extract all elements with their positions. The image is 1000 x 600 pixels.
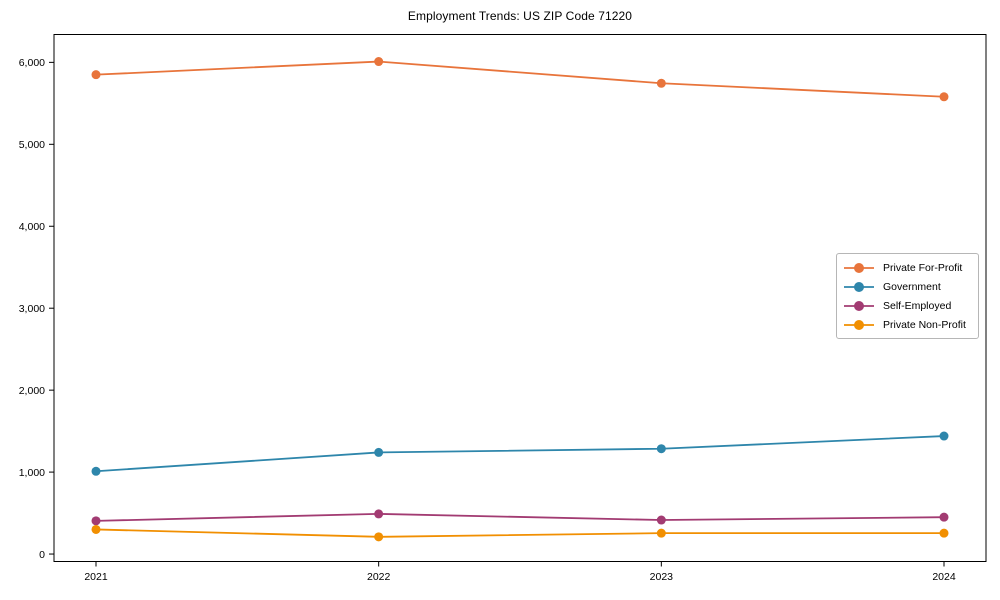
y-tick-label: 0	[39, 549, 45, 561]
data-point-self-employed	[374, 509, 384, 519]
data-point-private-non-profit	[939, 528, 949, 538]
legend-marker-icon	[844, 262, 874, 273]
x-tick-label: 2024	[932, 571, 956, 583]
legend: Private For-Profit Government Self-Employe…	[836, 253, 979, 339]
legend-item-self-employed: Self-Employed	[843, 296, 972, 315]
data-point-government	[91, 466, 101, 476]
data-point-private-for-profit	[939, 92, 949, 102]
legend-marker-icon	[844, 300, 874, 311]
data-point-self-employed	[91, 516, 101, 526]
data-point-private-non-profit	[656, 528, 666, 538]
legend-label: Private For-Profit	[883, 261, 963, 274]
legend-item-government: Government	[843, 277, 972, 296]
data-point-self-employed	[656, 515, 666, 525]
legend-item-private-non-profit: Private Non-Profit	[843, 315, 972, 334]
data-point-private-for-profit	[374, 57, 384, 67]
chart-title: Employment Trends: US ZIP Code 71220	[407, 9, 633, 23]
legend-label: Government	[883, 280, 941, 293]
legend-label: Private Non-Profit	[883, 318, 966, 331]
y-tick-label: 6,000	[19, 57, 45, 69]
legend-marker-icon	[844, 319, 874, 330]
series-line-self-employed	[95, 512, 945, 522]
y-tick-label: 1,000	[19, 467, 45, 479]
data-point-private-non-profit	[91, 524, 101, 534]
series-line-private-for-profit	[95, 60, 945, 98]
data-point-government	[374, 447, 384, 457]
series-line-private-non-profit	[95, 528, 944, 538]
data-point-private-for-profit	[656, 78, 666, 88]
y-tick-label: 4,000	[19, 221, 45, 233]
data-point-government	[939, 431, 949, 441]
x-tick-label: 2022	[367, 571, 391, 583]
legend-label: Self-Employed	[883, 299, 952, 312]
data-point-private-for-profit	[91, 70, 101, 80]
y-tick-label: 5,000	[19, 139, 45, 151]
x-tick-label: 2023	[650, 571, 674, 583]
x-tick-label: 2021	[84, 571, 108, 583]
legend-marker-icon	[844, 281, 874, 292]
y-tick-label: 2,000	[19, 385, 45, 397]
series-line-government	[95, 435, 945, 473]
y-tick-label: 3,000	[19, 303, 45, 315]
legend-item-private-for-profit: Private For-Profit	[843, 258, 972, 277]
plot-border	[53, 34, 987, 562]
data-point-private-non-profit	[374, 532, 384, 542]
data-point-self-employed	[939, 512, 949, 522]
data-point-government	[656, 444, 666, 454]
